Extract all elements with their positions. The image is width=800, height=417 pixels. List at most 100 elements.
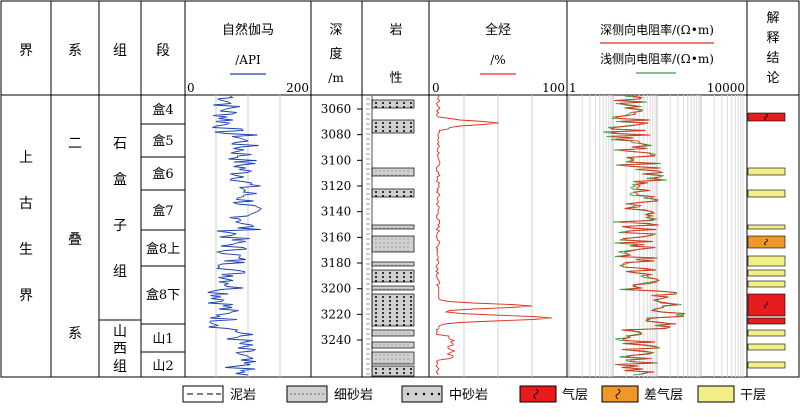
interp-title-1: 解 bbox=[766, 11, 779, 26]
depth-unit: /m bbox=[328, 71, 344, 85]
depth-tick-label: 3240 bbox=[321, 333, 352, 347]
header-zu: 组 bbox=[113, 43, 127, 59]
lithology-legend: 泥岩 细砂岩 中砂岩 气层 差气层 干层 bbox=[182, 385, 766, 403]
interp-title-3: 结 bbox=[766, 51, 779, 66]
duan-column: 盒4 盒5 盒6 盒7 盒8上 盒8下 山1 山2 bbox=[141, 102, 185, 374]
deep-res-title: 深侧向电阻率/(Ω•m) bbox=[600, 22, 714, 37]
interpretation-column bbox=[747, 112, 786, 369]
dry-layer bbox=[747, 361, 786, 369]
medium-sandstone-bed bbox=[371, 293, 415, 327]
zu-char: 组 bbox=[113, 264, 127, 280]
segment-label: 盒7 bbox=[152, 203, 173, 219]
depth-tick-label: 3100 bbox=[321, 153, 352, 167]
shallow-resistivity-curve bbox=[603, 95, 686, 376]
legend-label: 差气层 bbox=[644, 387, 683, 403]
zu-char: 组 bbox=[113, 359, 127, 375]
legend-item-mudstone: 泥岩 bbox=[182, 385, 256, 403]
resistivity-log-grid bbox=[568, 95, 744, 377]
segment-label: 盒4 bbox=[152, 102, 173, 118]
legend-item-gas-layer: 气层 bbox=[519, 385, 588, 403]
segment-label: 山2 bbox=[152, 359, 173, 374]
legend-item-poor-gas-layer: 差气层 bbox=[601, 385, 683, 403]
gas-unit: /% bbox=[490, 53, 505, 67]
gamma-scale-max: 200 bbox=[286, 81, 309, 95]
fine-sandstone-bed bbox=[371, 351, 415, 365]
gamma-scale-min: 0 bbox=[187, 81, 195, 95]
gas-track-grid bbox=[463, 95, 533, 377]
depth-tick-label: 3200 bbox=[321, 282, 352, 296]
lith-title: 岩 bbox=[389, 23, 402, 38]
medium-sandstone-bed bbox=[371, 269, 415, 283]
gas-layer bbox=[747, 317, 786, 325]
gas-title: 全烃 bbox=[485, 22, 511, 38]
jie-column: 上 古 生 界 bbox=[19, 150, 33, 304]
interp-title-4: 论 bbox=[766, 71, 779, 86]
segment-label: 山1 bbox=[152, 332, 173, 347]
panel-frame bbox=[0, 0, 800, 378]
gamma-track-grid bbox=[215, 95, 281, 377]
zu-column: 石 盒 子 组 山 西 组 bbox=[99, 136, 141, 375]
depth-tick-label: 3180 bbox=[321, 256, 352, 270]
medium-sandstone-bed bbox=[371, 365, 415, 377]
legend-item-fine-sandstone: 细砂岩 bbox=[286, 385, 373, 403]
depth-title-2: 度 bbox=[329, 46, 342, 62]
dry-layer bbox=[747, 189, 786, 198]
xi-char: 系 bbox=[68, 326, 82, 342]
zu-char: 石 bbox=[113, 136, 127, 152]
xi-char: 叠 bbox=[68, 232, 82, 248]
legend-item-dry-layer: 干层 bbox=[697, 385, 766, 403]
dry-layer bbox=[747, 269, 786, 277]
gamma-title: 自然伽马 bbox=[222, 22, 274, 38]
jie-char: 古 bbox=[19, 196, 33, 212]
depth-title: 深 bbox=[329, 23, 342, 38]
interp-title-2: 释 bbox=[766, 31, 779, 46]
zu-char: 子 bbox=[113, 218, 127, 234]
dry-layer bbox=[747, 343, 786, 351]
jie-char: 上 bbox=[19, 150, 33, 166]
zu-char: 盒 bbox=[113, 171, 127, 188]
segment-label: 盒5 bbox=[152, 133, 173, 149]
depth-tick-label: 3220 bbox=[321, 307, 352, 321]
header-xi: 系 bbox=[68, 43, 82, 59]
depth-tick-label: 3120 bbox=[321, 179, 352, 193]
gas-scale-min: 0 bbox=[432, 81, 440, 95]
segment-label: 盒8上 bbox=[146, 241, 180, 257]
legend-label: 细砂岩 bbox=[334, 388, 373, 403]
dry-layer bbox=[747, 224, 786, 230]
deep-resistivity-curve bbox=[610, 95, 685, 376]
res-scale-max: 10000 bbox=[707, 81, 745, 95]
header-duan: 段 bbox=[156, 43, 170, 59]
fine-sandstone-bed bbox=[371, 235, 415, 253]
header-jie: 界 bbox=[19, 43, 33, 59]
medium-sandstone-bed bbox=[371, 119, 415, 134]
zu-char: 山 bbox=[113, 324, 127, 340]
legend-label: 气层 bbox=[562, 387, 588, 403]
depth-axis: 3060 3080 3100 3120 3140 3160 3180 3200 3220 3240 bbox=[321, 102, 362, 347]
zu-char: 西 bbox=[113, 341, 127, 357]
gamma-ray-curve bbox=[207, 95, 262, 376]
medium-sandstone-bed bbox=[371, 188, 415, 198]
depth-tick-label: 3140 bbox=[321, 205, 352, 219]
legend-label: 干层 bbox=[740, 388, 766, 403]
dry-layer bbox=[747, 280, 786, 288]
total-gas-curve bbox=[435, 95, 552, 376]
dry-layer bbox=[747, 255, 786, 267]
depth-tick-label: 3160 bbox=[321, 230, 352, 244]
xi-char: 二 bbox=[68, 136, 82, 152]
xi-column: 二 叠 系 bbox=[68, 136, 82, 342]
gamma-unit: /API bbox=[235, 53, 261, 67]
lithology-column bbox=[364, 96, 415, 377]
medium-sandstone-bed bbox=[371, 99, 415, 109]
lith-title-2: 性 bbox=[389, 71, 402, 86]
legend-label: 中砂岩 bbox=[449, 388, 488, 403]
jie-char: 界 bbox=[19, 288, 33, 304]
segment-label: 盒8下 bbox=[146, 287, 180, 303]
jie-char: 生 bbox=[19, 242, 33, 258]
depth-tick-label: 3060 bbox=[321, 102, 352, 116]
well-log-panel: 界 系 组 段 自然伽马 /API 0 200 深 度 /m 岩 性 全烃 /%… bbox=[0, 0, 800, 378]
segment-label: 盒6 bbox=[152, 166, 173, 182]
legend-label: 泥岩 bbox=[230, 388, 256, 403]
gas-scale-max: 100 bbox=[542, 81, 565, 95]
res-scale-min: 1 bbox=[569, 81, 577, 95]
dry-layer bbox=[747, 167, 786, 176]
